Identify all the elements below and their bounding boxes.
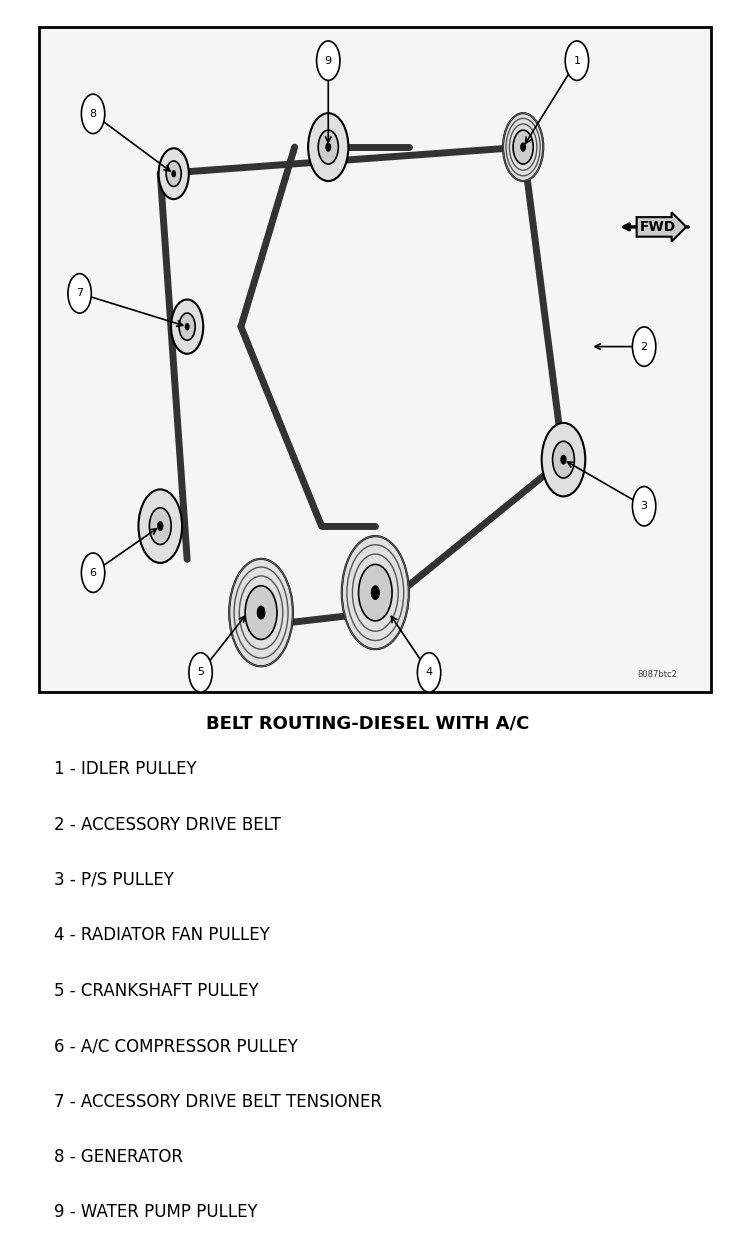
Text: 8 - GENERATOR: 8 - GENERATOR — [54, 1148, 183, 1166]
Text: 4 - RADIATOR FAN PULLEY: 4 - RADIATOR FAN PULLEY — [54, 927, 269, 944]
Circle shape — [82, 553, 105, 593]
Text: BELT ROUTING-DIESEL WITH A/C: BELT ROUTING-DIESEL WITH A/C — [206, 714, 530, 732]
Text: 1 - IDLER PULLEY: 1 - IDLER PULLEY — [54, 760, 197, 778]
Circle shape — [158, 522, 163, 531]
Circle shape — [185, 323, 189, 330]
Circle shape — [179, 313, 195, 340]
Circle shape — [318, 130, 339, 165]
Circle shape — [189, 653, 212, 693]
Circle shape — [82, 94, 105, 134]
Circle shape — [229, 559, 293, 667]
Circle shape — [138, 490, 182, 563]
Circle shape — [542, 423, 585, 496]
Text: 9 - WATER PUMP PULLEY: 9 - WATER PUMP PULLEY — [54, 1204, 258, 1221]
Circle shape — [258, 606, 265, 618]
Circle shape — [68, 273, 91, 313]
Circle shape — [358, 564, 392, 621]
Text: 8087btc2: 8087btc2 — [638, 670, 678, 679]
Circle shape — [521, 143, 526, 151]
Circle shape — [561, 455, 566, 464]
Text: 9: 9 — [325, 56, 332, 66]
Text: 8: 8 — [90, 109, 96, 119]
Circle shape — [171, 299, 203, 354]
Circle shape — [316, 41, 340, 80]
Circle shape — [553, 442, 574, 477]
Text: 2 - ACCESSORY DRIVE BELT: 2 - ACCESSORY DRIVE BELT — [54, 815, 280, 834]
Circle shape — [342, 536, 408, 649]
Circle shape — [371, 586, 379, 600]
Text: 7 - ACCESSORY DRIVE BELT TENSIONER: 7 - ACCESSORY DRIVE BELT TENSIONER — [54, 1092, 382, 1111]
Circle shape — [513, 130, 533, 165]
Text: 2: 2 — [640, 341, 648, 351]
Text: 5: 5 — [197, 668, 204, 678]
Circle shape — [172, 171, 175, 177]
Text: 6 - A/C COMPRESSOR PULLEY: 6 - A/C COMPRESSOR PULLEY — [54, 1037, 298, 1055]
Text: 4: 4 — [425, 668, 433, 678]
Circle shape — [308, 114, 348, 181]
Circle shape — [245, 586, 277, 640]
Circle shape — [503, 114, 543, 181]
Circle shape — [565, 41, 589, 80]
Circle shape — [632, 327, 656, 366]
Circle shape — [417, 653, 441, 693]
Circle shape — [149, 507, 171, 544]
Text: 6: 6 — [90, 568, 96, 578]
Text: 1: 1 — [573, 56, 581, 66]
Text: 3: 3 — [640, 501, 648, 511]
Circle shape — [159, 148, 189, 199]
Circle shape — [632, 486, 656, 526]
Text: 5 - CRANKSHAFT PULLEY: 5 - CRANKSHAFT PULLEY — [54, 982, 258, 999]
FancyBboxPatch shape — [39, 27, 711, 693]
Text: 3 - P/S PULLEY: 3 - P/S PULLEY — [54, 871, 174, 889]
Circle shape — [166, 161, 181, 187]
Text: 7: 7 — [76, 288, 83, 298]
Circle shape — [326, 143, 330, 151]
Text: FWD: FWD — [640, 220, 676, 234]
